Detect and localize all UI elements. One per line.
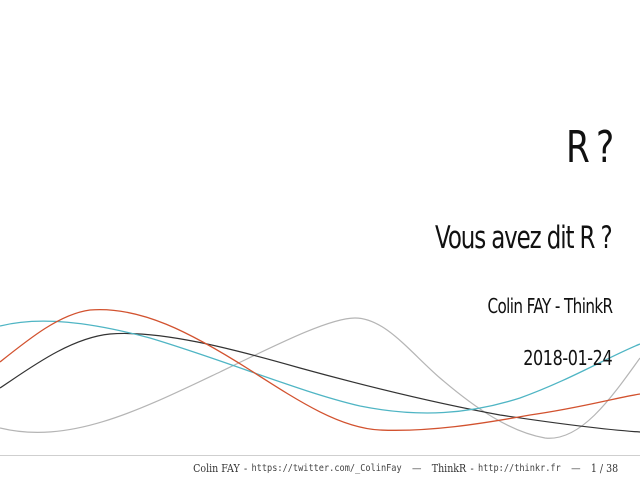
slide-subtitle: Vous avez dit R ? [435, 220, 613, 256]
slide-date: 2018-01-24 [523, 346, 612, 370]
wave-dark [0, 332, 640, 433]
slide-title: R ? [566, 122, 614, 173]
wave-teal [0, 320, 640, 414]
page-counter: 1 / 38 [590, 461, 618, 475]
footer-separator-2: — [570, 461, 581, 475]
footer-separator-1: — [411, 461, 422, 475]
wave-orange [0, 308, 640, 431]
footer-author-name: Colin FAY [193, 461, 240, 475]
footer-divider [0, 455, 640, 456]
footer-company-link[interactable]: http://thinkr.fr [477, 462, 561, 474]
footer-company-dash: - [470, 461, 474, 475]
footer-author-dash: - [243, 461, 248, 475]
footer-author-link[interactable]: https://twitter.com/_ColinFay [251, 462, 402, 474]
slide-author: Colin FAY - ThinkR [486, 294, 613, 318]
slide-footer: Colin FAY - https://twitter.com/_ColinFa… [193, 460, 618, 476]
footer-company-name: ThinkR [431, 461, 466, 475]
wave-gray [0, 317, 640, 439]
